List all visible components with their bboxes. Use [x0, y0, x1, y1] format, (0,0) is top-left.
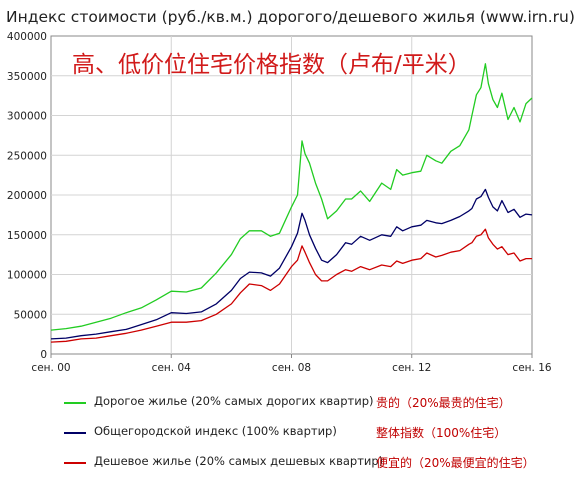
x-tick-label: сен. 04 [152, 362, 191, 374]
legend-label-overall: Общегородской индекс (100% квартир) [94, 424, 337, 438]
legend-label-cn-expensive: 贵的（20%最贵的住宅） [376, 396, 511, 410]
x-tick-label: сен. 16 [512, 362, 551, 374]
y-tick-label: 150000 [7, 230, 47, 242]
legend-swatch-expensive [64, 402, 86, 404]
legend-label-cn-overall: 整体指数（100%住宅） [376, 426, 507, 440]
legend-swatch-overall [64, 432, 86, 434]
y-tick-label: 250000 [7, 150, 47, 162]
y-tick-label: 0 [40, 349, 47, 361]
series-line-overall [50, 188, 533, 340]
x-tick-label: сен. 00 [31, 362, 70, 374]
legend-label-cheap: Дешевое жилье (20% самых дешевых квартир… [94, 454, 384, 468]
grid-layer [51, 36, 532, 354]
legend-label-expensive: Дорогое жилье (20% самых дорогих квартир… [94, 394, 374, 408]
x-tick-label: сен. 12 [392, 362, 431, 374]
chart-title: Индекс стоимости (руб./кв.м.) дорогого/д… [6, 8, 575, 26]
y-tick-label: 400000 [7, 31, 47, 43]
x-tick-label: сен. 08 [272, 362, 311, 374]
legend-label-cn-cheap: 便宜的（20%最便宜的住宅） [376, 456, 535, 470]
series-layer [50, 63, 533, 343]
series-line-cheap [50, 228, 532, 343]
y-tick-label: 350000 [7, 71, 47, 83]
series-line-expensive [50, 63, 533, 331]
y-tick-label: 300000 [7, 111, 47, 123]
y-axis: 0 50000 100000 150000 200000 250000 300000 3500… [7, 31, 47, 361]
x-axis: сен. 00 сен. 04 сен. 08 сен. 12 сен. 16 [31, 354, 552, 374]
y-tick-label: 50000 [14, 309, 47, 321]
legend-swatch-cheap [64, 462, 86, 464]
chinese-annotation: 高、低价位住宅价格指数（卢布/平米） [72, 52, 471, 78]
y-tick-label: 200000 [7, 190, 47, 202]
y-tick-label: 100000 [7, 270, 47, 282]
